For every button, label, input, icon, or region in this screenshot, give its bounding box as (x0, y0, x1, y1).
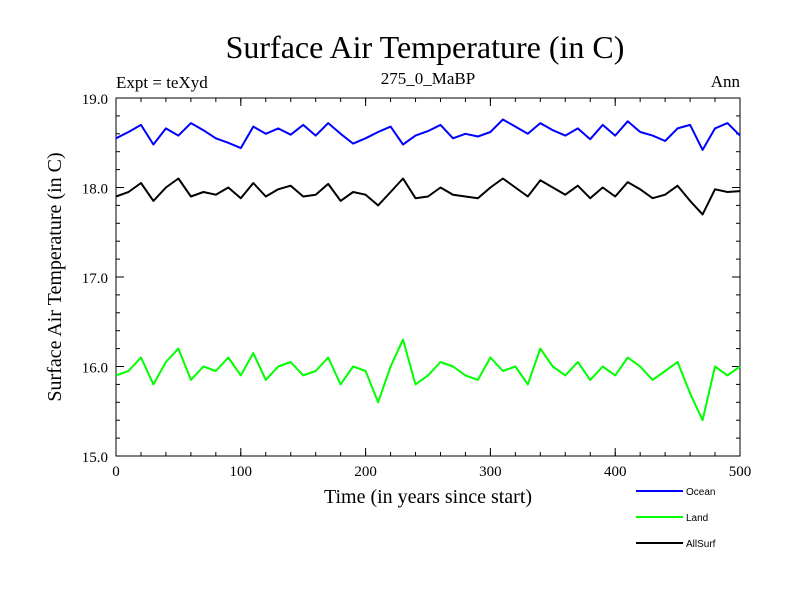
legend-label-land: Land (686, 513, 708, 524)
y-tick-label: 17.0 (82, 271, 108, 287)
series-lines (115, 118, 741, 422)
experiment-label: Expt = teXyd (116, 73, 208, 92)
y-axis: 15.0 16.0 17.0 18.0 19.0 (82, 92, 740, 466)
series-line-ocean (115, 118, 741, 151)
legend: Ocean Land AllSurf (636, 487, 716, 550)
period-label: Ann (711, 72, 741, 91)
legend-label-allsurf: AllSurf (686, 539, 716, 550)
x-tick-label: 400 (604, 464, 627, 480)
y-tick-label: 19.0 (82, 92, 108, 108)
series-line-allsurf (115, 177, 741, 216)
x-axis: 0 100 200 300 400 500 (112, 98, 751, 480)
series-line-land (115, 338, 741, 422)
y-tick-label: 15.0 (82, 450, 108, 466)
x-axis-label: Time (in years since start) (324, 486, 532, 508)
y-axis-label: Surface Air Temperature (in C) (44, 152, 66, 401)
chart-subtitle: 275_0_MaBP (381, 69, 475, 88)
x-tick-label: 100 (230, 464, 253, 480)
y-tick-label: 16.0 (82, 361, 108, 377)
x-tick-label: 300 (479, 464, 502, 480)
x-tick-label: 200 (354, 464, 377, 480)
x-tick-label: 0 (112, 464, 120, 480)
plot-frame (115, 97, 741, 457)
chart-title: Surface Air Temperature (in C) (226, 29, 625, 65)
y-tick-label: 18.0 (82, 182, 108, 198)
x-tick-label: 500 (729, 464, 752, 480)
legend-label-ocean: Ocean (686, 487, 715, 498)
